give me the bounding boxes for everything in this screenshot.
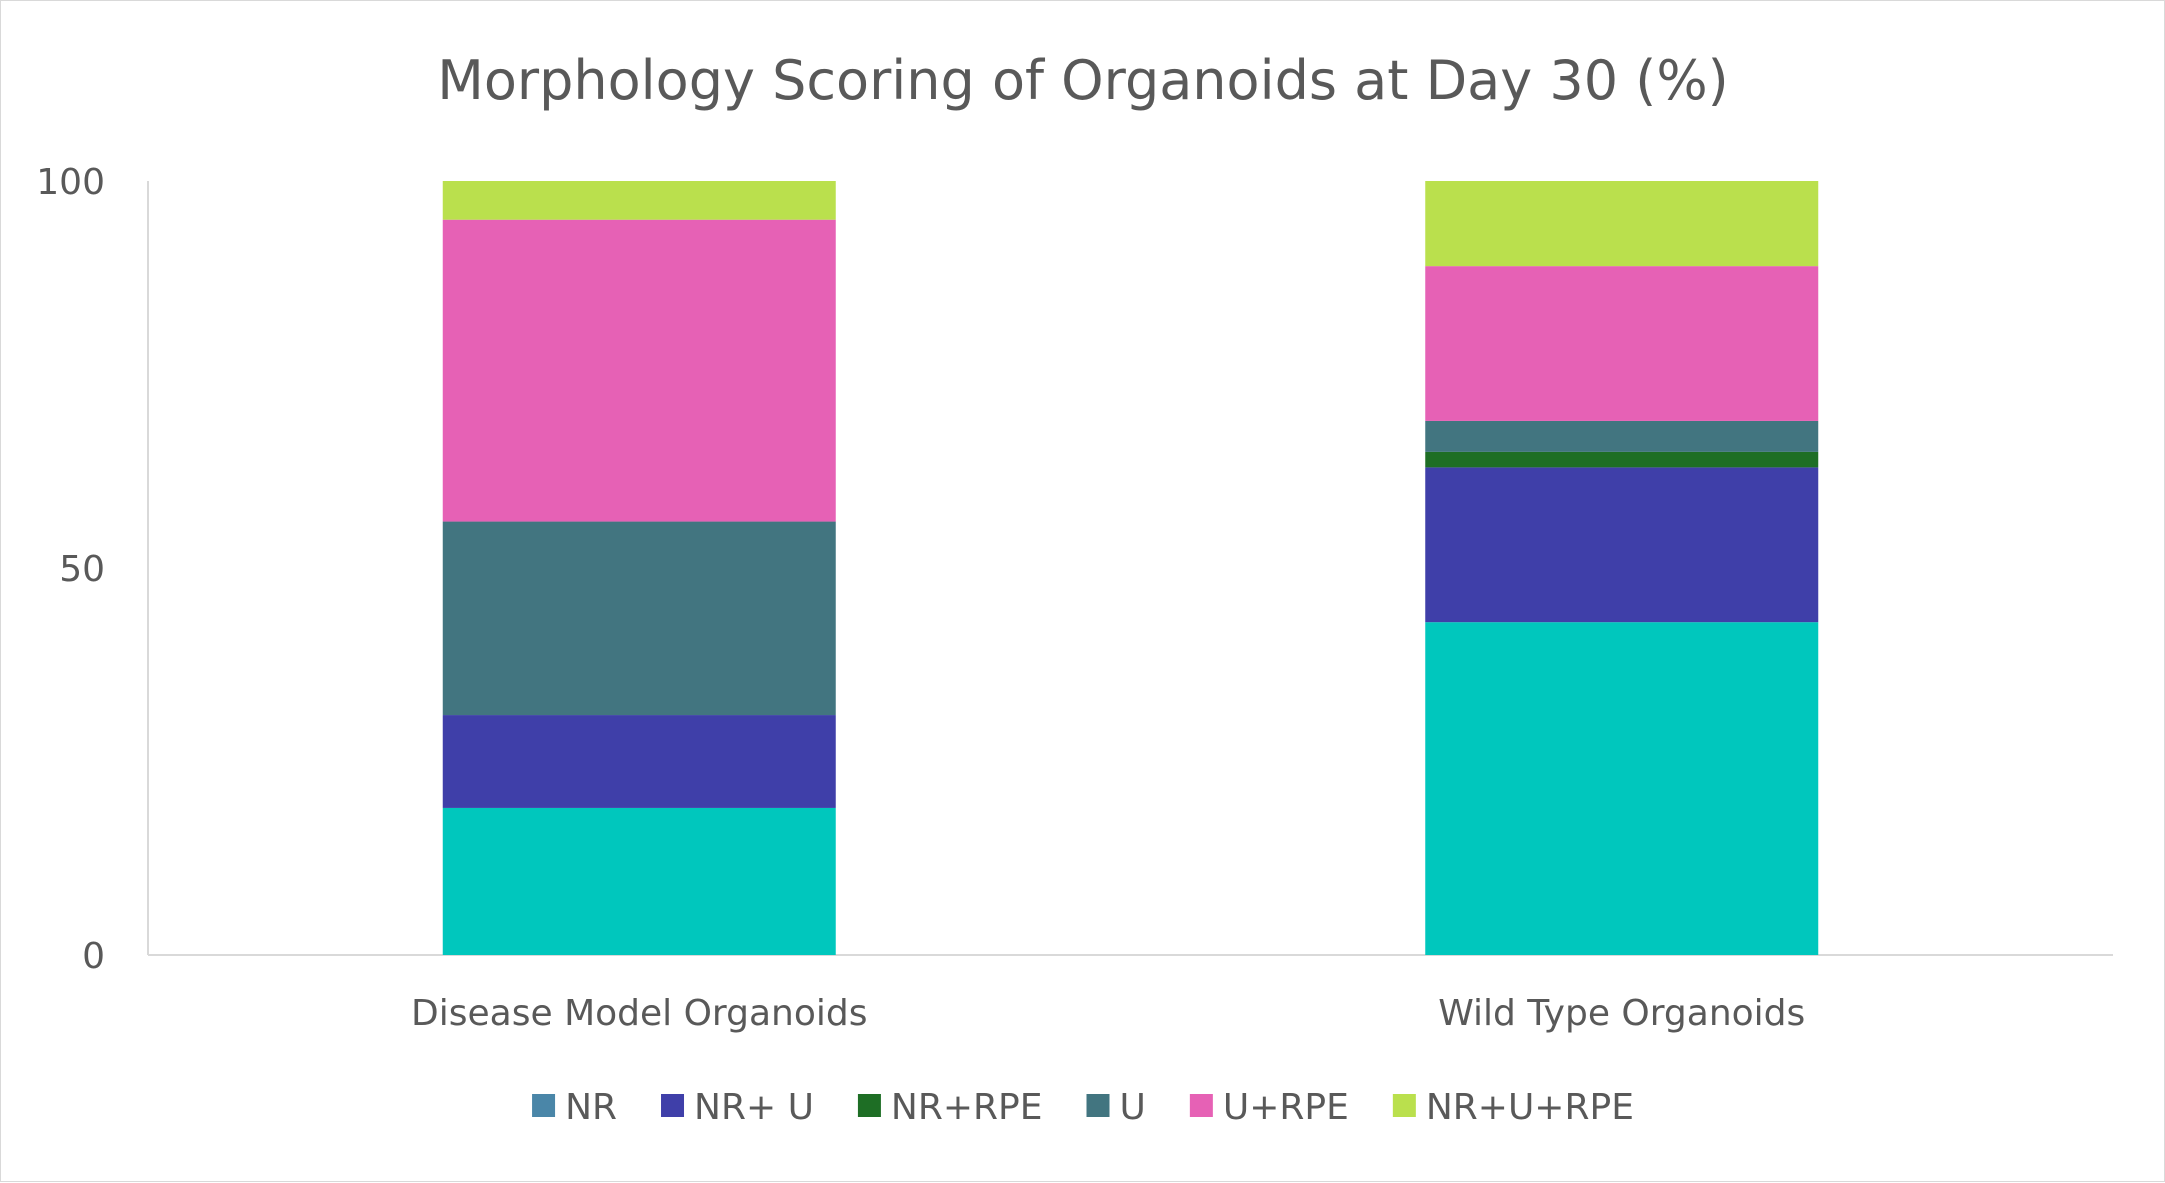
bar-segment-u-rpe	[442, 219, 836, 522]
bar-segment-u-rpe	[1425, 266, 1819, 421]
legend-label-nr: NR	[565, 1087, 617, 1128]
bar-segment-nr	[1425, 622, 1819, 955]
chart-title: Morphology Scoring of Organoids at Day 3…	[437, 49, 1728, 112]
x-category-label: Wild Type Organoids	[1438, 993, 1805, 1034]
legend-label-nr-rpe: NR+RPE	[891, 1087, 1043, 1128]
bar-segment-nr-u	[442, 715, 836, 808]
legend-label-u-rpe: U+RPE	[1223, 1087, 1349, 1128]
bar-segment-nr-u	[1425, 467, 1819, 623]
legend-label-nr-u-rpe: NR+U+RPE	[1426, 1087, 1634, 1128]
bar-stack-wild-type-organoids	[1425, 181, 1819, 955]
bar-segment-nr-u-rpe	[442, 181, 836, 220]
legend-label-nr-u: NR+ U	[694, 1087, 814, 1128]
legend-swatch-nr-u-rpe	[1392, 1094, 1416, 1117]
legend-swatch-nr-u	[661, 1094, 685, 1117]
legend-label-u: U	[1120, 1087, 1146, 1128]
bar-segment-nr-u-rpe	[1425, 181, 1819, 267]
y-tick-label: 50	[59, 549, 105, 590]
legend-swatch-u-rpe	[1189, 1094, 1213, 1117]
legend-swatch-nr-rpe	[857, 1094, 881, 1117]
bar-segment-nr-rpe	[1425, 451, 1819, 468]
bar-segment-u	[1425, 420, 1819, 452]
bar-segment-nr	[442, 807, 836, 955]
legend: NR NR+ U NR+RPE U U+RPE NR+U+RPE	[532, 1087, 1634, 1128]
y-tick-label: 0	[82, 936, 105, 977]
legend-swatch-u	[1086, 1094, 1110, 1117]
bar-stack-disease-model-organoids	[442, 181, 836, 955]
bar-segment-u	[442, 521, 836, 716]
x-category-label: Disease Model Organoids	[411, 993, 867, 1034]
category-labels: Disease Model Organoids Wild Type Organoi…	[411, 993, 1805, 1034]
y-tick-label: 100	[36, 162, 105, 203]
bars	[442, 181, 1819, 955]
legend-swatch-nr	[532, 1094, 556, 1117]
